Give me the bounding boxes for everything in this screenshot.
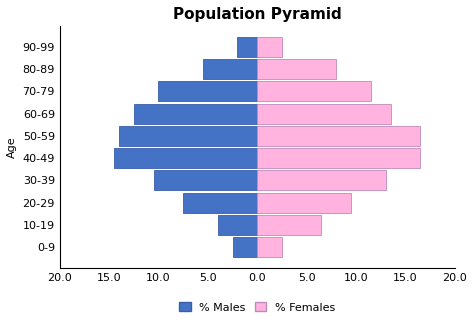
Bar [257,237,282,257]
Legend: % Males, % Females: % Males, % Females [176,299,338,316]
Bar [257,148,420,168]
Bar [183,193,257,213]
Bar [114,148,257,168]
Bar [257,104,391,124]
Bar [257,126,420,146]
Bar [158,81,257,101]
Bar [154,170,257,190]
Bar [257,37,282,57]
Bar [218,215,257,235]
Bar [257,193,351,213]
Bar [257,59,336,79]
Bar [237,37,257,57]
Title: Population Pyramid: Population Pyramid [173,7,342,22]
Bar [134,104,257,124]
Bar [257,81,371,101]
Y-axis label: Age: Age [7,136,17,158]
Bar [203,59,257,79]
Bar [233,237,257,257]
Bar [119,126,257,146]
Bar [257,215,321,235]
Bar [257,170,385,190]
